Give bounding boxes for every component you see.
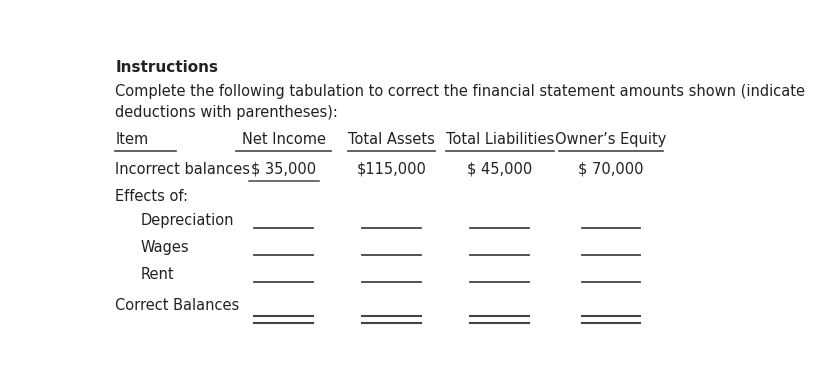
Text: Wages: Wages bbox=[141, 240, 189, 255]
Text: Instructions: Instructions bbox=[115, 60, 218, 75]
Text: deductions with parentheses):: deductions with parentheses): bbox=[115, 105, 337, 120]
Text: Item: Item bbox=[115, 132, 148, 147]
Text: Net Income: Net Income bbox=[242, 132, 325, 147]
Text: Total Liabilities: Total Liabilities bbox=[445, 132, 553, 147]
Text: Total Assets: Total Assets bbox=[348, 132, 435, 147]
Text: Correct Balances: Correct Balances bbox=[115, 298, 239, 313]
Text: Incorrect balances: Incorrect balances bbox=[115, 162, 250, 177]
Text: $ 35,000: $ 35,000 bbox=[251, 162, 316, 177]
Text: Owner’s Equity: Owner’s Equity bbox=[554, 132, 666, 147]
Text: $ 70,000: $ 70,000 bbox=[577, 162, 643, 177]
Text: Complete the following tabulation to correct the financial statement amounts sho: Complete the following tabulation to cor… bbox=[115, 84, 804, 99]
Text: Rent: Rent bbox=[141, 267, 174, 282]
Text: $115,000: $115,000 bbox=[356, 162, 426, 177]
Text: Effects of:: Effects of: bbox=[115, 189, 188, 204]
Text: Depreciation: Depreciation bbox=[141, 213, 234, 228]
Text: $ 45,000: $ 45,000 bbox=[467, 162, 532, 177]
